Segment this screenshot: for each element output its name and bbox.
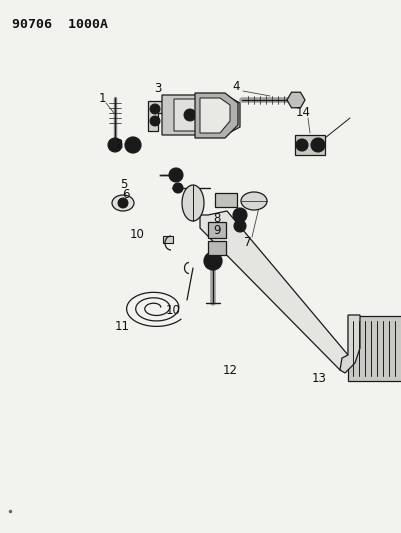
Text: 10: 10 — [166, 303, 180, 317]
Text: 14: 14 — [296, 107, 310, 119]
Circle shape — [108, 138, 122, 152]
Polygon shape — [287, 92, 305, 108]
Circle shape — [211, 112, 215, 117]
Circle shape — [234, 220, 246, 232]
Polygon shape — [174, 99, 228, 131]
Circle shape — [125, 137, 141, 153]
Polygon shape — [162, 95, 240, 135]
Text: 9: 9 — [213, 223, 221, 237]
Ellipse shape — [241, 192, 267, 210]
Polygon shape — [195, 93, 238, 138]
Circle shape — [188, 112, 192, 117]
Circle shape — [130, 141, 136, 149]
Circle shape — [111, 141, 119, 149]
Bar — [215, 193, 237, 207]
Circle shape — [173, 183, 183, 193]
Text: 11: 11 — [115, 319, 130, 333]
Circle shape — [311, 138, 325, 152]
Text: 8: 8 — [213, 212, 221, 224]
Circle shape — [169, 168, 183, 182]
Circle shape — [204, 252, 222, 270]
Bar — [163, 236, 173, 243]
Ellipse shape — [182, 185, 204, 221]
Text: 7: 7 — [244, 236, 252, 248]
Ellipse shape — [112, 195, 134, 211]
Text: 90706  1000A: 90706 1000A — [12, 18, 108, 31]
Circle shape — [315, 142, 321, 148]
Bar — [208, 222, 226, 238]
Text: 13: 13 — [312, 372, 326, 384]
Polygon shape — [148, 101, 168, 131]
Circle shape — [233, 208, 247, 222]
Text: 4: 4 — [232, 80, 240, 93]
Circle shape — [150, 116, 160, 126]
Circle shape — [184, 109, 196, 121]
Bar — [295, 135, 325, 155]
Text: 6: 6 — [122, 189, 130, 201]
Text: 5: 5 — [120, 179, 128, 191]
Text: 2: 2 — [115, 139, 123, 151]
Polygon shape — [348, 316, 401, 381]
Polygon shape — [340, 315, 360, 373]
Text: 10: 10 — [130, 229, 144, 241]
Bar — [208, 241, 226, 255]
Circle shape — [173, 172, 179, 178]
Circle shape — [296, 139, 308, 151]
Circle shape — [207, 109, 219, 121]
Circle shape — [237, 223, 243, 229]
Circle shape — [210, 112, 216, 118]
Circle shape — [153, 119, 157, 123]
Polygon shape — [200, 211, 358, 370]
Text: 1: 1 — [98, 92, 106, 104]
Circle shape — [153, 107, 157, 111]
Text: 3: 3 — [154, 83, 162, 95]
Circle shape — [300, 142, 304, 148]
Circle shape — [118, 198, 128, 208]
Circle shape — [150, 104, 160, 114]
Circle shape — [237, 212, 243, 218]
Polygon shape — [200, 98, 230, 133]
Text: 12: 12 — [223, 364, 237, 376]
